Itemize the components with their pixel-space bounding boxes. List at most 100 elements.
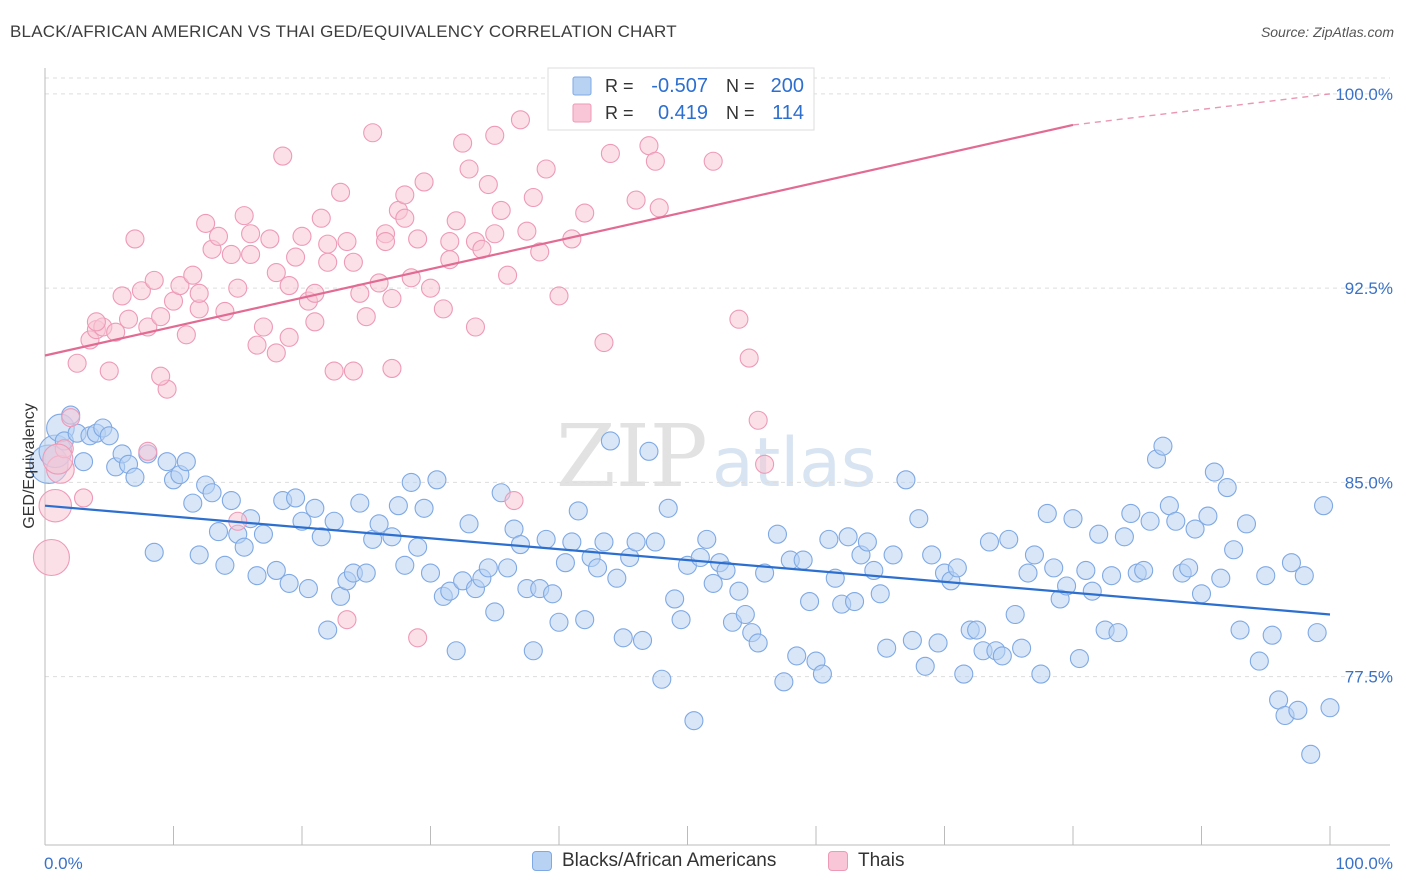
data-point <box>902 630 922 650</box>
data-point <box>877 638 897 658</box>
data-point <box>318 252 338 272</box>
data-point <box>414 172 434 192</box>
data-point <box>375 231 396 252</box>
y-tick-label: 85.0% <box>1345 473 1393 492</box>
data-point <box>523 641 543 661</box>
data-point <box>356 307 376 327</box>
data-point <box>703 151 723 171</box>
data-point <box>649 198 669 218</box>
data-point <box>1069 648 1089 669</box>
data-point <box>305 312 325 332</box>
data-point <box>1262 625 1282 645</box>
data-point <box>369 514 389 534</box>
data-point <box>343 361 363 381</box>
data-point <box>767 524 788 544</box>
data-point <box>652 669 672 689</box>
data-point <box>459 159 479 179</box>
data-point <box>343 252 363 272</box>
x-ticks <box>173 826 1331 845</box>
data-point <box>433 299 453 319</box>
data-point <box>1288 700 1308 720</box>
data-point <box>523 187 543 208</box>
data-point <box>1031 664 1051 684</box>
source-label: Source: ZipAtlas.com <box>1260 24 1394 40</box>
data-point <box>1114 527 1134 547</box>
data-point <box>61 408 81 428</box>
data-point <box>183 265 203 285</box>
data-point <box>440 231 460 252</box>
y-tick-labels: 77.5% 85.0% 92.5% 100.0% <box>1335 85 1393 687</box>
data-point <box>241 224 261 244</box>
data-point <box>1185 519 1205 539</box>
data-point <box>32 538 70 577</box>
data-point <box>446 641 466 661</box>
data-point <box>1294 566 1314 586</box>
data-point <box>215 301 235 322</box>
data-point <box>408 628 428 648</box>
data-point <box>395 208 415 228</box>
chart-title: BLACK/AFRICAN AMERICAN VS THAI GED/EQUIV… <box>10 22 677 41</box>
data-point <box>234 206 254 226</box>
data-point <box>408 537 428 557</box>
x-tick-label: 0.0% <box>44 854 83 873</box>
data-point <box>388 496 408 516</box>
data-point <box>286 247 306 267</box>
data-point <box>517 221 537 241</box>
watermark-zip: ZIP <box>556 407 708 507</box>
data-point <box>266 263 286 283</box>
data-point <box>485 125 505 145</box>
data-point <box>947 558 967 578</box>
data-point <box>382 527 402 547</box>
data-point <box>408 229 428 249</box>
data-point <box>273 146 293 166</box>
data-point <box>99 426 119 446</box>
data-point <box>183 493 203 513</box>
data-point <box>928 633 948 653</box>
data-point <box>228 278 248 298</box>
legend-n-value-pink: 114 <box>772 102 804 124</box>
data-point <box>967 620 987 640</box>
y-tick-label: 77.5% <box>1345 668 1393 687</box>
data-point <box>253 317 274 337</box>
data-point <box>504 490 524 511</box>
legend-swatch-pink <box>572 103 592 123</box>
x-tick-label: 100.0% <box>1335 854 1393 873</box>
y-tick-label: 100.0% <box>1335 85 1393 104</box>
data-point <box>1063 509 1083 529</box>
data-point <box>234 537 254 557</box>
trend-lines <box>44 93 1331 616</box>
data-point <box>1198 506 1218 526</box>
legend-n-value-blue: 200 <box>771 75 804 97</box>
data-point <box>253 524 274 544</box>
data-point <box>787 646 807 666</box>
data-point <box>1102 566 1122 586</box>
data-point <box>1179 558 1199 578</box>
data-point <box>1256 566 1276 586</box>
data-point <box>170 276 190 296</box>
data-point <box>729 581 749 601</box>
data-point <box>690 547 710 568</box>
data-point <box>125 467 145 487</box>
data-point <box>555 553 575 573</box>
series-blacks <box>29 405 1340 764</box>
data-point <box>613 628 633 648</box>
data-point <box>247 335 267 355</box>
legend-r-value-pink: 0.419 <box>658 102 708 124</box>
data-point <box>954 664 974 684</box>
data-point <box>440 581 460 601</box>
data-point <box>1108 623 1128 643</box>
data-point <box>1191 584 1212 604</box>
data-point <box>99 361 119 381</box>
data-point <box>755 454 775 474</box>
data-point <box>279 327 299 347</box>
data-point <box>118 309 139 329</box>
data-point <box>1018 563 1038 583</box>
data-point <box>1204 462 1224 482</box>
data-point <box>491 200 511 220</box>
data-point <box>1044 558 1064 578</box>
data-point <box>131 281 151 301</box>
data-point <box>1281 553 1301 573</box>
legend-top-box <box>547 67 815 131</box>
data-point <box>1005 604 1025 625</box>
data-point <box>151 366 171 386</box>
